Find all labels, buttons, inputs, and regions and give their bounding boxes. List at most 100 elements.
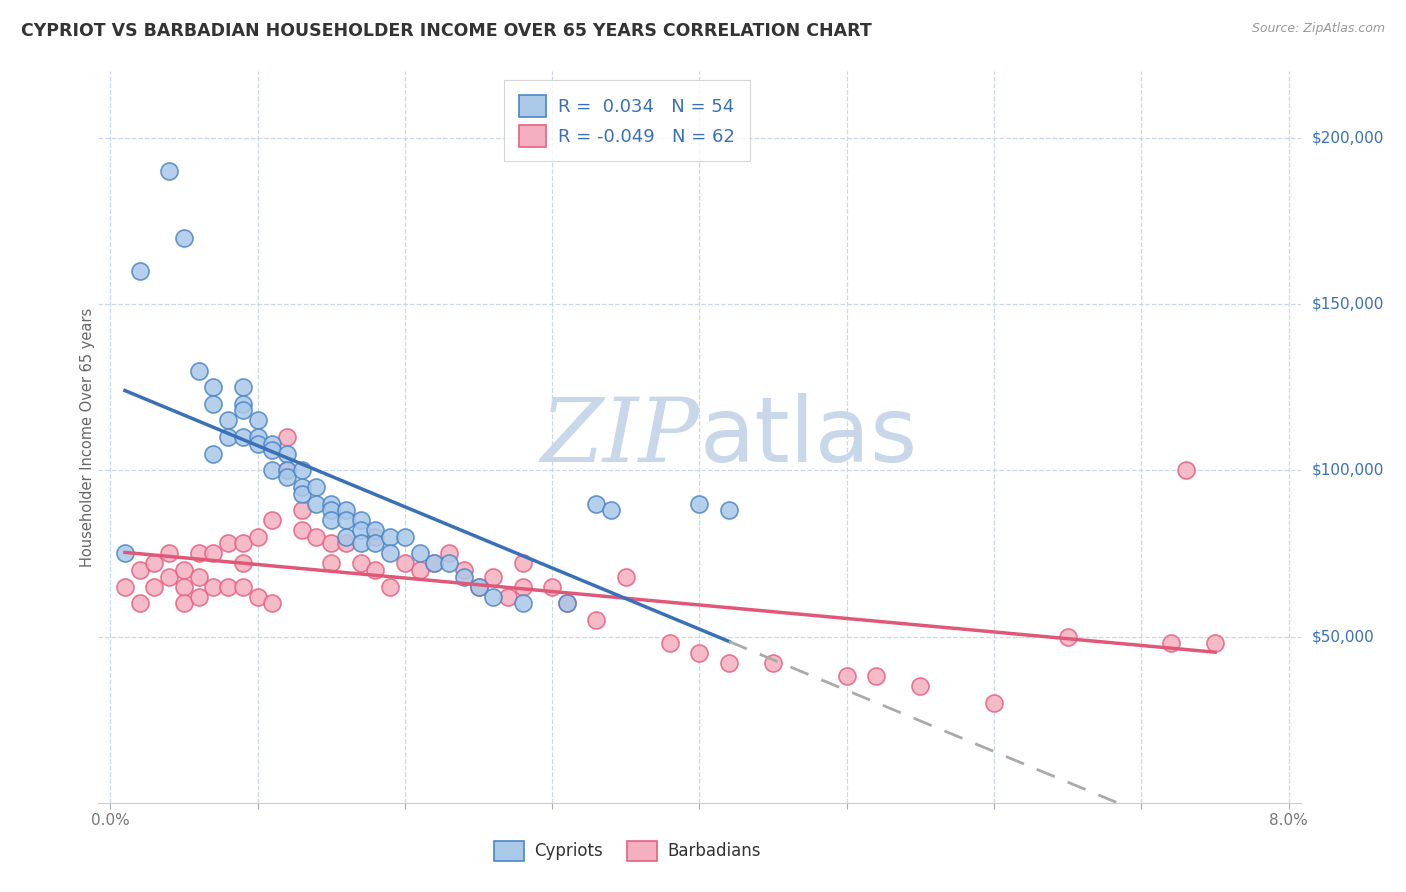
- Point: [143, 557, 166, 571]
- Point: [232, 397, 254, 411]
- Point: [835, 669, 858, 683]
- Point: [394, 557, 416, 571]
- Point: [321, 503, 343, 517]
- Point: [276, 430, 298, 444]
- Point: [350, 513, 373, 527]
- Point: [364, 536, 387, 550]
- Point: [512, 557, 534, 571]
- Point: [467, 580, 489, 594]
- Point: [512, 580, 534, 594]
- Point: [983, 696, 1005, 710]
- Point: [291, 480, 314, 494]
- Point: [541, 580, 564, 594]
- Point: [173, 563, 195, 577]
- Point: [276, 447, 298, 461]
- Point: [378, 530, 401, 544]
- Point: [128, 563, 150, 577]
- Point: [1204, 636, 1226, 650]
- Point: [187, 570, 209, 584]
- Point: [276, 463, 298, 477]
- Point: [467, 580, 489, 594]
- Point: [173, 596, 195, 610]
- Point: [453, 563, 475, 577]
- Point: [291, 486, 314, 500]
- Point: [335, 513, 357, 527]
- Point: [202, 546, 225, 560]
- Point: [232, 580, 254, 594]
- Point: [187, 546, 209, 560]
- Legend: Cypriots, Barbadians: Cypriots, Barbadians: [486, 834, 768, 868]
- Text: $100,000: $100,000: [1312, 463, 1384, 478]
- Point: [305, 497, 328, 511]
- Point: [202, 580, 225, 594]
- Point: [689, 497, 711, 511]
- Point: [321, 536, 343, 550]
- Point: [114, 580, 136, 594]
- Point: [291, 523, 314, 537]
- Point: [482, 590, 505, 604]
- Point: [173, 230, 195, 244]
- Point: [496, 590, 519, 604]
- Point: [717, 656, 740, 670]
- Point: [291, 503, 314, 517]
- Point: [217, 580, 239, 594]
- Text: CYPRIOT VS BARBADIAN HOUSEHOLDER INCOME OVER 65 YEARS CORRELATION CHART: CYPRIOT VS BARBADIAN HOUSEHOLDER INCOME …: [21, 22, 872, 40]
- Point: [187, 363, 209, 377]
- Point: [187, 590, 209, 604]
- Point: [217, 536, 239, 550]
- Point: [232, 430, 254, 444]
- Point: [423, 557, 446, 571]
- Point: [246, 590, 269, 604]
- Text: atlas: atlas: [699, 393, 918, 481]
- Point: [585, 613, 607, 627]
- Point: [659, 636, 682, 650]
- Point: [262, 463, 284, 477]
- Point: [378, 580, 401, 594]
- Text: Source: ZipAtlas.com: Source: ZipAtlas.com: [1251, 22, 1385, 36]
- Text: ZIP: ZIP: [540, 393, 699, 481]
- Y-axis label: Householder Income Over 65 years: Householder Income Over 65 years: [80, 308, 94, 566]
- Point: [335, 530, 357, 544]
- Point: [600, 503, 623, 517]
- Point: [394, 530, 416, 544]
- Point: [378, 546, 401, 560]
- Text: $50,000: $50,000: [1312, 629, 1375, 644]
- Point: [910, 680, 932, 694]
- Point: [1160, 636, 1182, 650]
- Point: [717, 503, 740, 517]
- Point: [453, 570, 475, 584]
- Point: [305, 530, 328, 544]
- Point: [128, 596, 150, 610]
- Point: [202, 447, 225, 461]
- Point: [173, 580, 195, 594]
- Point: [762, 656, 785, 670]
- Point: [423, 557, 446, 571]
- Point: [143, 580, 166, 594]
- Point: [202, 397, 225, 411]
- Point: [246, 530, 269, 544]
- Point: [276, 463, 298, 477]
- Point: [232, 403, 254, 417]
- Point: [585, 497, 607, 511]
- Point: [232, 557, 254, 571]
- Point: [350, 523, 373, 537]
- Point: [157, 570, 180, 584]
- Point: [1174, 463, 1197, 477]
- Point: [262, 596, 284, 610]
- Point: [335, 503, 357, 517]
- Point: [408, 546, 430, 560]
- Point: [262, 436, 284, 450]
- Point: [262, 443, 284, 458]
- Point: [114, 546, 136, 560]
- Point: [217, 413, 239, 427]
- Point: [364, 530, 387, 544]
- Point: [555, 596, 578, 610]
- Point: [350, 557, 373, 571]
- Point: [555, 596, 578, 610]
- Point: [291, 463, 314, 477]
- Point: [364, 563, 387, 577]
- Point: [217, 430, 239, 444]
- Text: $200,000: $200,000: [1312, 130, 1384, 145]
- Point: [482, 570, 505, 584]
- Point: [1056, 630, 1078, 644]
